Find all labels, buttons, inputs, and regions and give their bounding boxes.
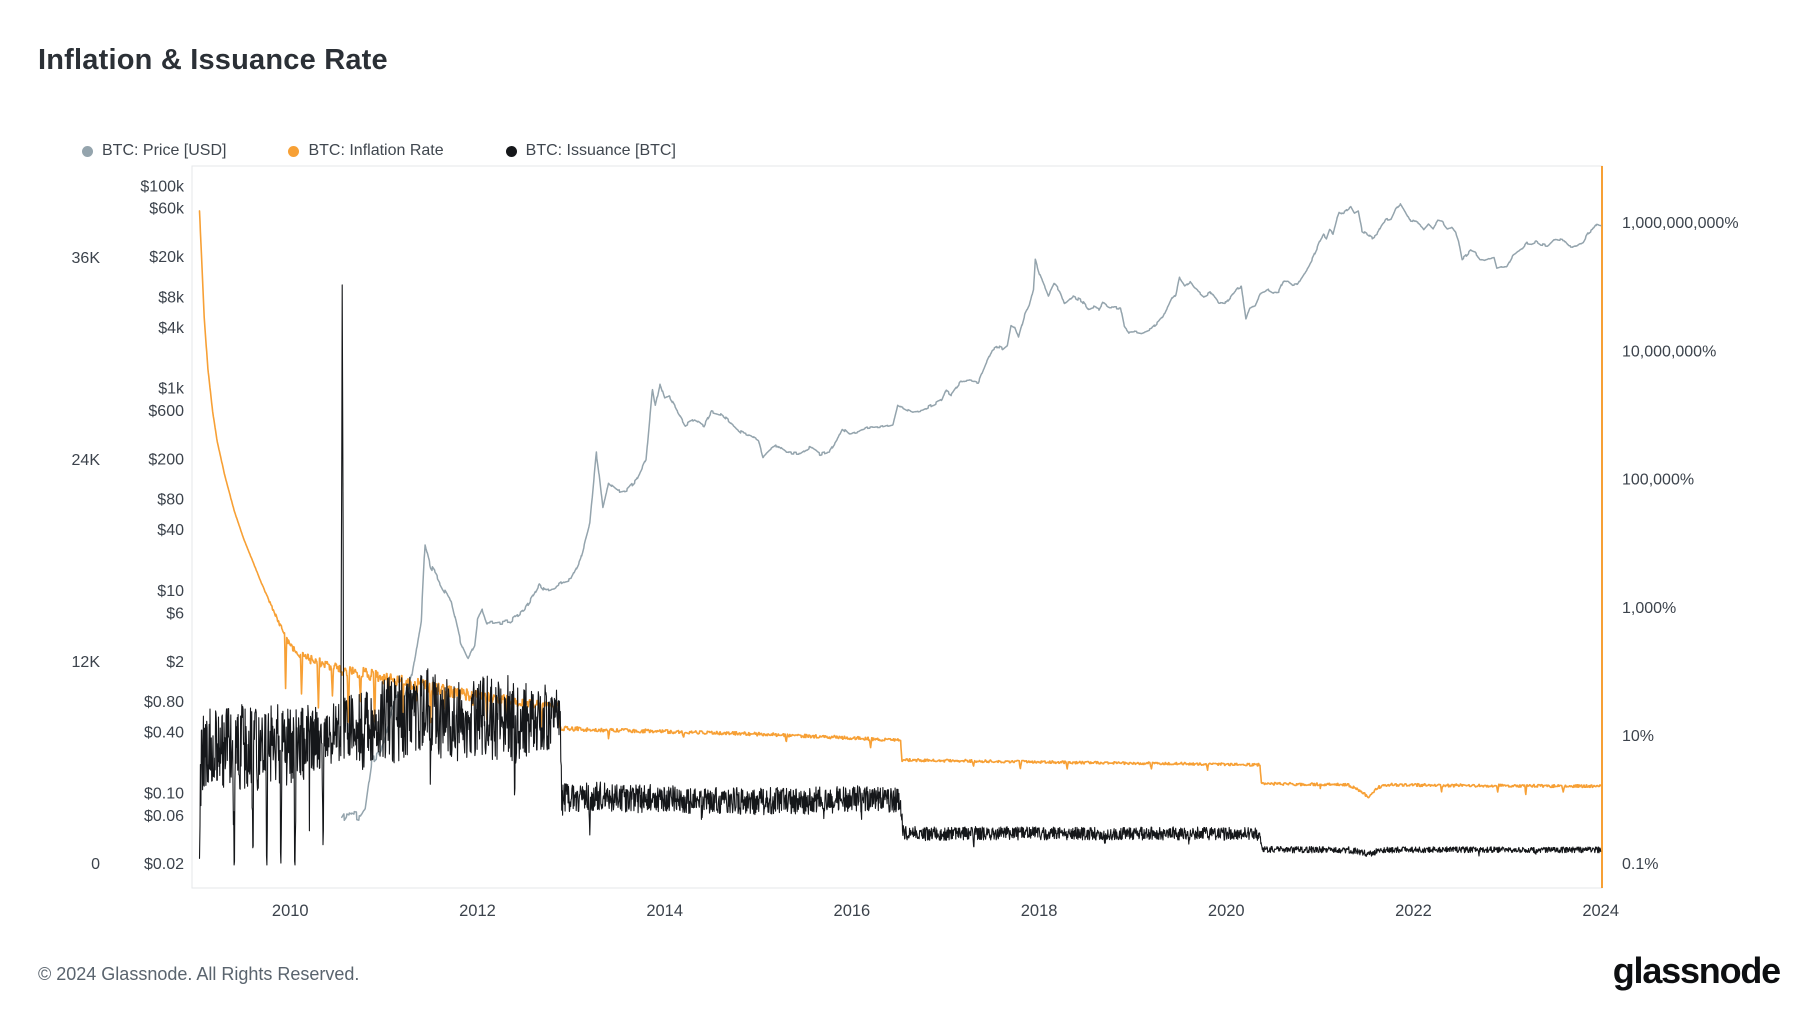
x-axis: 2010 2012 2014 2016 2018 2020 2022 2024 (272, 902, 1619, 920)
legend-label-issuance: BTC: Issuance [BTC] (525, 142, 676, 159)
y-tick-inflation: 10,000,000% (1622, 343, 1716, 360)
y-tick-price: $0.02 (144, 856, 184, 873)
x-tick-year: 2014 (646, 902, 683, 920)
legend-item-btc-price[interactable]: BTC: Price [USD] (82, 142, 226, 160)
x-tick-year: 2024 (1582, 902, 1619, 920)
y-tick-inflation: 0.1% (1622, 856, 1658, 873)
legend-dot-price-icon (82, 145, 93, 157)
series-lines (198, 203, 1602, 866)
legend-item-btc-inflation[interactable]: BTC: Inflation Rate (288, 142, 444, 160)
x-tick-year: 2012 (459, 902, 496, 920)
y-tick-price: $200 (148, 451, 184, 468)
x-tick-year: 2016 (834, 902, 871, 920)
y-tick-inflation: 10% (1622, 728, 1654, 745)
y-tick-price: $100k (140, 178, 185, 195)
legend-dot-issuance-icon (505, 145, 517, 157)
y-tick-issuance: 24K (72, 452, 101, 469)
legend-label-price: BTC: Price [USD] (102, 142, 227, 159)
y-axis-issuance: 36K 24K 12K 0 (72, 250, 101, 873)
y-axis-price: $100k $60k $20k $8k $4k $1k $600 $200 $80 $40 $10 $… (140, 178, 185, 873)
y-tick-price: $1k (158, 381, 185, 398)
y-tick-inflation: 1,000% (1622, 600, 1676, 617)
y-tick-price: $8k (158, 289, 185, 306)
y-tick-price: $0.80 (144, 694, 184, 711)
y-tick-issuance: 12K (72, 654, 101, 671)
glassnode-logo: glassnode (1612, 950, 1781, 991)
chart-legend: BTC: Price [USD] BTC: Inflation Rate BTC… (82, 142, 676, 160)
y-tick-price: $2 (166, 654, 184, 671)
y-tick-price: $40 (157, 522, 184, 539)
y-tick-price: $0.10 (144, 785, 184, 802)
y-tick-price: $10 (157, 583, 184, 600)
y-tick-price: $20k (149, 249, 185, 266)
y-tick-inflation: 100,000% (1622, 472, 1694, 489)
y-tick-price: $600 (148, 403, 184, 420)
x-tick-year: 2018 (1021, 902, 1058, 920)
footer-copyright: © 2024 Glassnode. All Rights Reserved. (38, 964, 360, 984)
legend-label-inflation: BTC: Inflation Rate (308, 142, 444, 159)
legend-item-btc-issuance[interactable]: BTC: Issuance [BTC] (505, 142, 676, 160)
y-tick-price: $60k (149, 201, 185, 218)
x-tick-year: 2010 (272, 902, 309, 920)
y-axis-inflation: 1,000,000,000% 10,000,000% 100,000% 1,000% 1… (1622, 215, 1739, 873)
plot-area[interactable] (191, 165, 1603, 889)
y-tick-price: $80 (157, 492, 184, 509)
y-tick-price: $4k (158, 320, 185, 337)
series-line-btc-price-usd- (341, 203, 1602, 822)
y-tick-price: $0.06 (144, 808, 184, 825)
y-tick-price: $0.40 (144, 725, 184, 742)
y-tick-price: $6 (166, 606, 184, 623)
legend-dot-inflation-icon (288, 145, 300, 157)
page-title: Inflation & Issuance Rate (38, 44, 388, 76)
y-tick-inflation: 1,000,000,000% (1622, 215, 1739, 232)
y-tick-issuance: 36K (72, 250, 101, 267)
y-tick-issuance: 0 (91, 856, 100, 873)
x-tick-year: 2022 (1395, 902, 1432, 920)
x-tick-year: 2020 (1208, 902, 1245, 920)
series-line-btc-issuance-btc- (198, 284, 1602, 866)
